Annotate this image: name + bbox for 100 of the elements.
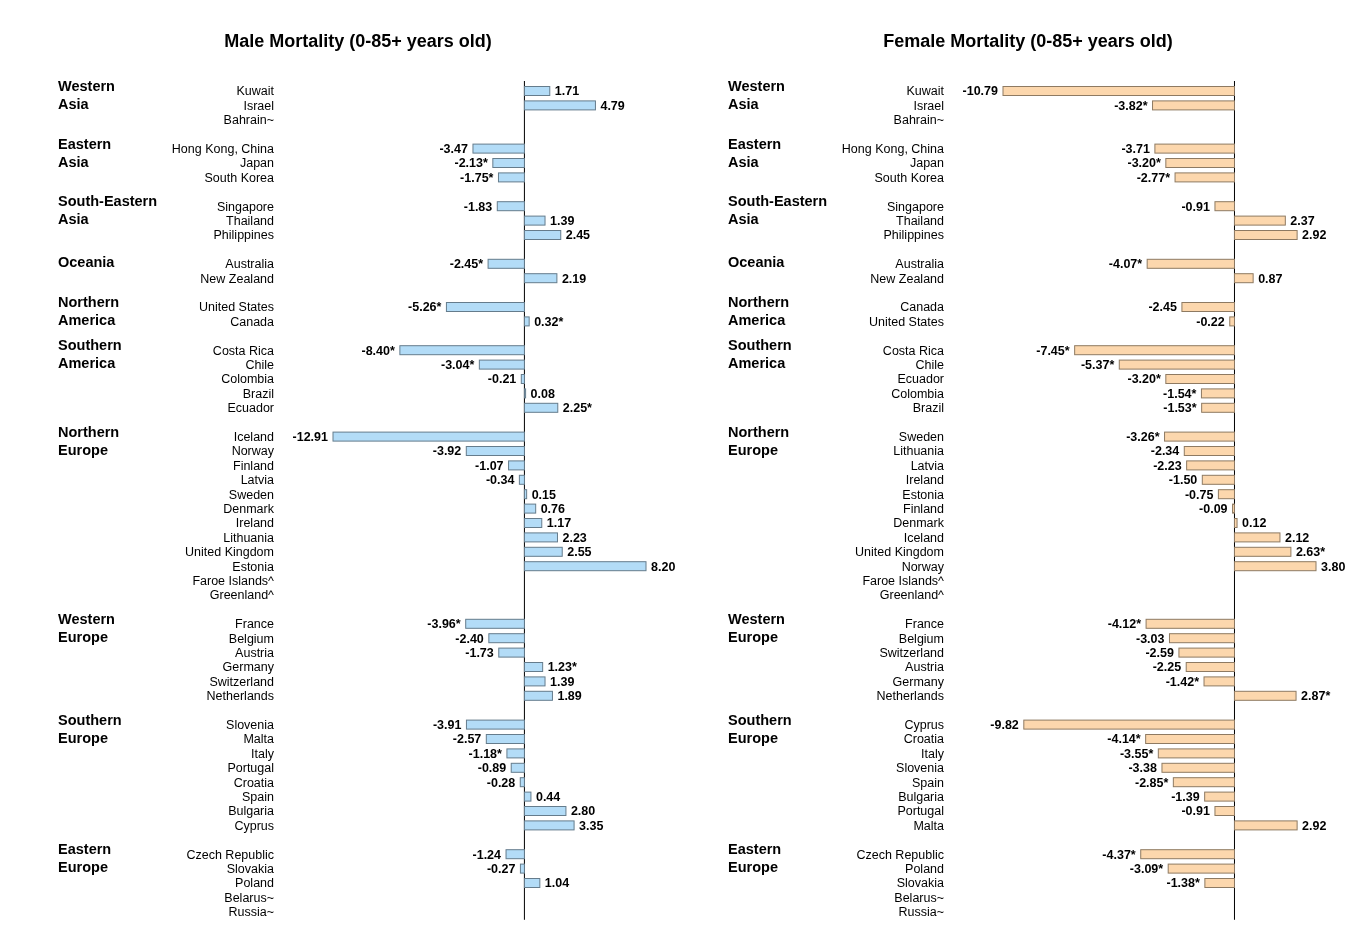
bar xyxy=(1074,345,1235,356)
text: Oceania xyxy=(728,253,786,270)
data-label: -1.75* xyxy=(460,170,494,185)
y-tick-label: Croatia xyxy=(233,775,275,790)
y-tick-label: Poland xyxy=(235,876,275,891)
y-tick-label: United States xyxy=(868,314,944,329)
bar xyxy=(485,734,525,744)
bar xyxy=(523,402,559,413)
bar xyxy=(1233,518,1238,528)
y-tick-label: United Kingdom xyxy=(855,545,944,560)
y-tick-label: Iceland xyxy=(233,429,275,444)
data-label: -3.20* xyxy=(1127,372,1161,387)
bar xyxy=(1165,374,1235,384)
y-tick-label: Poland xyxy=(905,861,945,876)
bar xyxy=(1203,676,1235,687)
bar xyxy=(523,273,558,284)
bar xyxy=(523,532,558,543)
data-label: 2.92 xyxy=(1302,818,1327,833)
data-label: -2.13* xyxy=(454,156,488,171)
y-tick-label: Hong Kong, China xyxy=(171,141,275,156)
y-tick-label: Belarus~ xyxy=(894,890,944,905)
chart-title: Female Mortality (0-85+ years old) xyxy=(883,31,1173,52)
data-label: 0.32* xyxy=(534,314,564,329)
bar xyxy=(1146,258,1235,269)
data-label: -5.37* xyxy=(1080,357,1115,372)
text: Northern Europe xyxy=(58,423,120,458)
data-label: -3.04* xyxy=(440,357,475,372)
data-label: 0.44 xyxy=(535,789,561,804)
data-label: -4.12* xyxy=(1107,617,1142,632)
bar xyxy=(496,201,525,212)
bar xyxy=(1178,647,1235,658)
y-tick-label: Canada xyxy=(230,314,275,329)
bar xyxy=(520,374,525,384)
bar xyxy=(1200,388,1235,399)
data-label: -3.91 xyxy=(432,717,462,732)
data-label: 2.63* xyxy=(1295,545,1326,560)
data-label: 2.12 xyxy=(1284,530,1310,545)
y-tick-label: Belarus~ xyxy=(224,890,274,905)
bar xyxy=(445,302,525,312)
bar xyxy=(523,86,551,96)
y-tick-label: Cyprus xyxy=(904,717,944,732)
bar xyxy=(523,503,537,514)
bar xyxy=(498,647,525,658)
text: Eastern Europe xyxy=(58,841,112,876)
text: Western Asia xyxy=(728,78,785,112)
data-label: -2.45* xyxy=(449,257,484,272)
bar xyxy=(523,546,563,557)
y-tick-label: Faroe Islands^ xyxy=(862,573,945,588)
y-tick-label: Colombia xyxy=(891,386,945,401)
bar xyxy=(1145,618,1235,629)
y-tick-label: Brazil xyxy=(242,386,274,401)
data-label: 2.55 xyxy=(567,545,592,560)
data-label: -1.53* xyxy=(1163,401,1197,416)
y-tick-label: Germany xyxy=(892,674,945,689)
y-tick-label: Australia xyxy=(225,257,275,272)
y-tick-label: Ecuador xyxy=(897,372,944,387)
bar xyxy=(1204,791,1235,802)
y-tick-label: Spain xyxy=(912,775,945,790)
text: Western Asia xyxy=(58,78,115,112)
text: Southern America xyxy=(728,337,792,372)
bar xyxy=(1233,561,1317,572)
data-label: -0.91 xyxy=(1181,804,1210,819)
data-label: 1.89 xyxy=(557,689,582,704)
data-label: -2.77* xyxy=(1136,170,1171,185)
text: Oceania xyxy=(58,253,116,270)
y-tick-label: Finland xyxy=(903,501,945,516)
bar xyxy=(1204,878,1235,888)
y-tick-label: Norway xyxy=(231,444,275,459)
data-label: -0.91 xyxy=(1181,199,1210,214)
y-tick-label: Malta xyxy=(913,818,945,833)
bar xyxy=(465,618,525,629)
bar xyxy=(1229,316,1235,327)
bar xyxy=(523,489,528,500)
y-tick-label: Greenland^ xyxy=(879,588,945,603)
y-tick-label: Israel xyxy=(913,98,944,113)
y-tick-label: Sweden xyxy=(898,429,945,444)
bar xyxy=(1168,633,1235,644)
y-tick-label: Hong Kong, China xyxy=(841,141,945,156)
data-label: -3.03 xyxy=(1135,631,1165,646)
data-label: -1.83 xyxy=(463,199,493,214)
bar xyxy=(523,316,530,327)
bar xyxy=(492,158,525,168)
bar xyxy=(1186,460,1235,471)
data-label: -4.07* xyxy=(1108,257,1143,272)
data-label: -0.22 xyxy=(1196,314,1225,329)
data-label: -12.91 xyxy=(292,429,329,444)
y-tick-label: Brazil xyxy=(912,401,944,416)
y-tick-label: Malta xyxy=(243,732,275,747)
bar xyxy=(523,820,575,831)
data-label: -0.89 xyxy=(477,761,507,776)
data-label: 8.20 xyxy=(651,559,676,574)
bar xyxy=(1157,748,1235,759)
data-label: -2.85* xyxy=(1134,775,1169,790)
data-label: -2.45 xyxy=(1148,300,1177,315)
y-tick-label: Ireland xyxy=(235,516,275,531)
bar xyxy=(1145,734,1235,744)
y-tick-label: Slovakia xyxy=(226,861,275,876)
y-tick-label: Germany xyxy=(222,660,275,675)
data-label: -3.96* xyxy=(427,617,461,632)
data-label: -4.37* xyxy=(1102,847,1136,862)
